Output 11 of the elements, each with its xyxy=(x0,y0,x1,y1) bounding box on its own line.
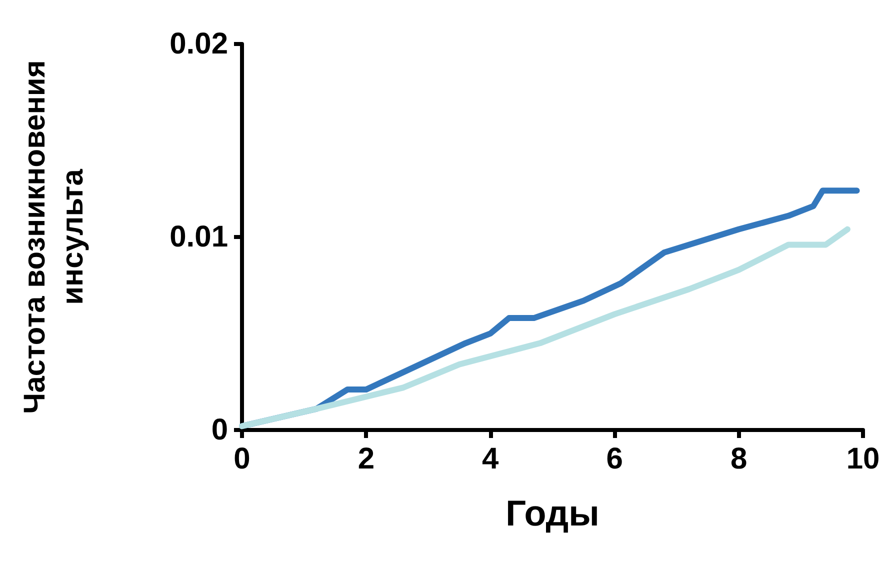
y-tick-label: 0.02 xyxy=(170,28,228,60)
y-tick-label: 0 xyxy=(211,414,228,446)
x-tick-label: 6 xyxy=(606,442,623,476)
y-axis-title: Частота возникновения инсульта xyxy=(18,60,90,414)
x-tick-label: 4 xyxy=(482,442,500,476)
x-axis-title: Годы xyxy=(506,492,600,534)
x-tick-label: 8 xyxy=(730,442,748,476)
x-tick-label: 10 xyxy=(846,442,880,476)
x-tick-label: 2 xyxy=(358,442,375,476)
y-tick-label: 0.01 xyxy=(170,220,228,254)
x-tick-label: 0 xyxy=(234,442,250,476)
